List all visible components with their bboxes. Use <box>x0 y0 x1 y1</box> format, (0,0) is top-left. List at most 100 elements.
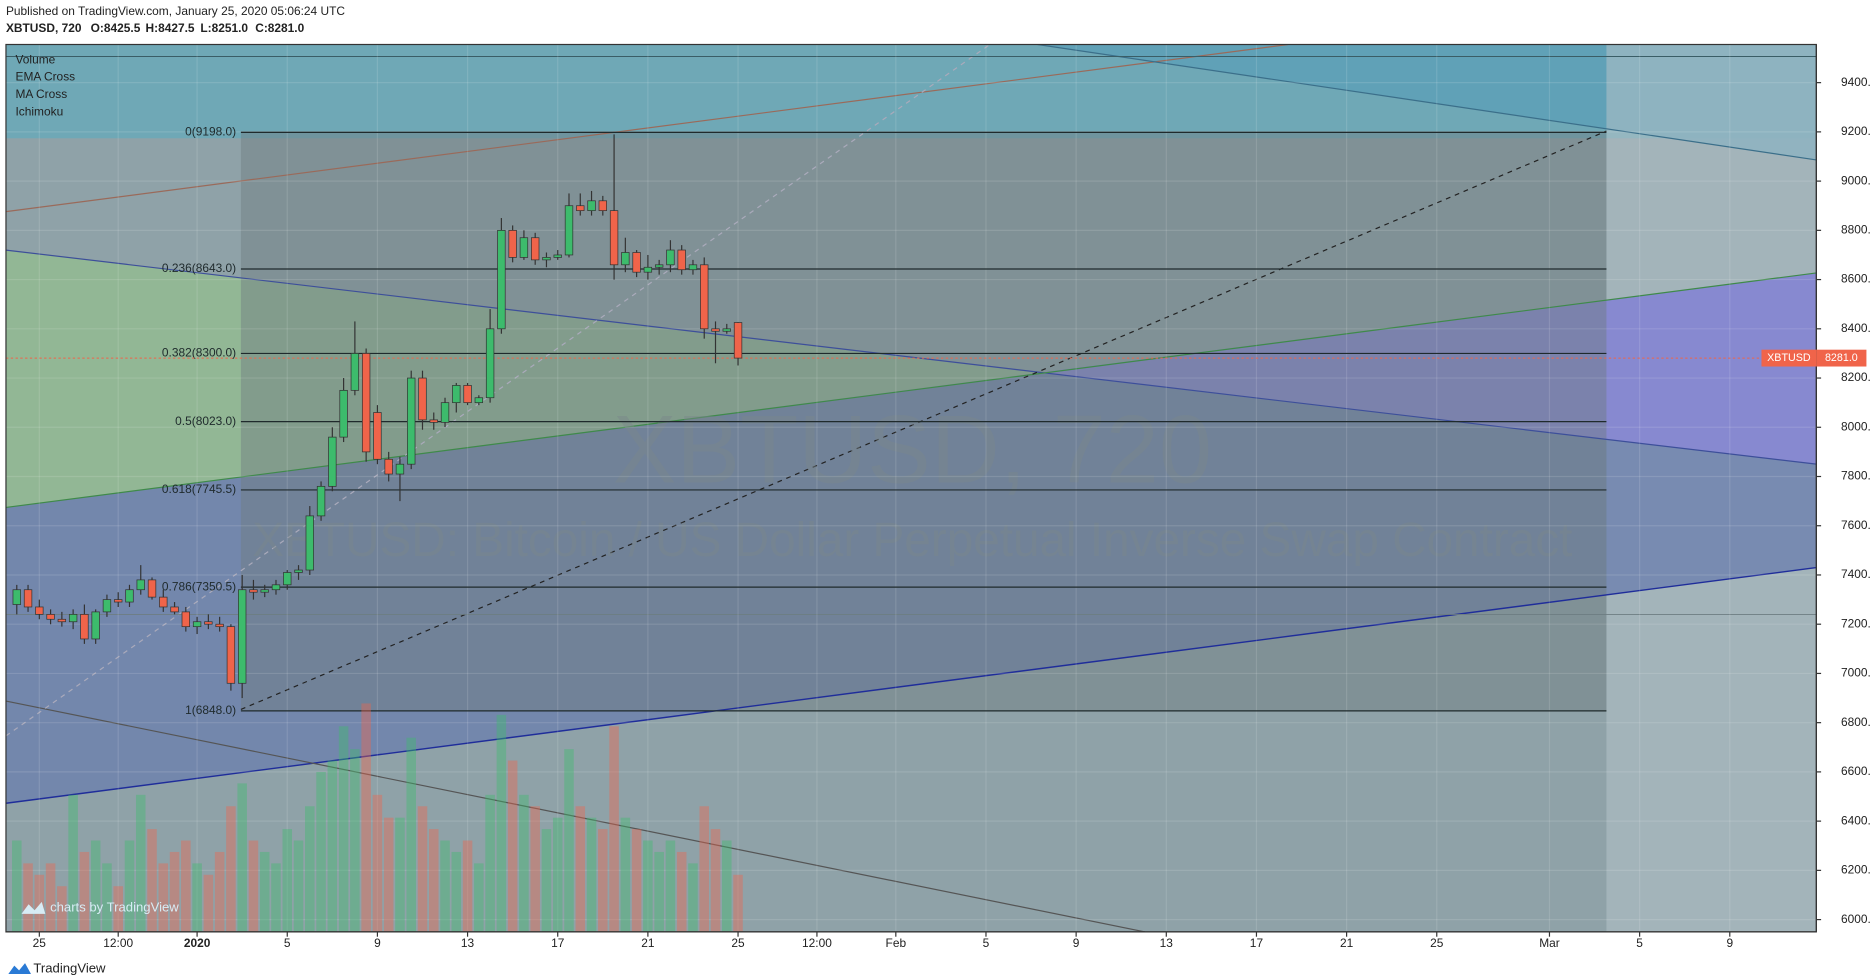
candle-body <box>238 589 247 684</box>
candle-body <box>91 611 100 640</box>
candle-body <box>542 257 551 261</box>
volume-bar <box>338 726 349 932</box>
fib-label: 0(9198.0) <box>185 124 236 138</box>
candle-body <box>654 264 664 268</box>
candle-body <box>407 377 416 465</box>
trend-line <box>5 700 1146 932</box>
purple-wedge <box>1037 272 1817 465</box>
volume-bar <box>428 829 439 932</box>
volume-bar <box>609 726 619 932</box>
volume-bar <box>631 829 642 932</box>
volume-bar <box>541 829 552 932</box>
candle-body <box>384 458 393 475</box>
fib-label: 0.786(7350.5) <box>162 579 236 593</box>
y-tick-label: 6000.0 <box>1841 912 1870 926</box>
volume-bar <box>23 863 33 932</box>
trend-line <box>1037 44 1817 161</box>
candle-body <box>283 572 292 586</box>
volume-bar <box>203 874 214 932</box>
x-tick-label: 5 <box>983 936 990 950</box>
y-tick-label: 7200.0 <box>1841 616 1870 630</box>
branding: TradingView <box>33 961 106 976</box>
candle-body <box>170 606 179 613</box>
volume-bar <box>451 851 462 932</box>
x-tick-label: 2020 <box>184 936 211 950</box>
volume-bar <box>57 886 67 932</box>
volume-bar <box>519 794 529 932</box>
candle-body <box>497 229 506 330</box>
volume-bar <box>620 817 631 932</box>
ohlc-value: O:8425.5 <box>91 21 141 35</box>
volume-bar <box>248 840 259 932</box>
volume-bar <box>643 840 653 932</box>
volume-bar <box>395 817 405 932</box>
y-tick-label: 8000.0 <box>1841 419 1870 433</box>
x-tick-label: Feb <box>886 936 907 950</box>
y-tick-label: 6200.0 <box>1841 862 1870 876</box>
x-tick-label: 13 <box>1160 936 1174 950</box>
candle-body <box>700 264 709 330</box>
x-tick-label: 21 <box>641 936 655 950</box>
candle-body <box>226 626 236 684</box>
candle-body <box>688 264 698 271</box>
x-tick-label: 17 <box>551 936 565 950</box>
x-tick-label: 5 <box>284 936 291 950</box>
candle-body <box>677 249 686 271</box>
volume-bar <box>79 851 90 932</box>
candle-body <box>305 515 314 571</box>
candle-body <box>418 377 427 421</box>
candle-body <box>271 584 281 591</box>
volume-bar <box>552 817 563 932</box>
y-tick-label: 8600.0 <box>1841 272 1870 286</box>
candle-body <box>294 569 303 573</box>
candle-body <box>136 579 145 591</box>
x-tick-label: 12:00 <box>103 936 133 950</box>
candle-body <box>474 397 484 404</box>
volume-bar <box>135 794 146 932</box>
volume-bar <box>575 806 586 932</box>
x-tick-label: 25 <box>1430 936 1444 950</box>
candle-body <box>508 229 517 258</box>
volume-bar <box>226 806 236 932</box>
volume-bar <box>237 783 247 932</box>
indicator-name: Ichimoku <box>16 105 64 119</box>
x-tick-label: 9 <box>374 936 381 950</box>
candle-body <box>440 402 450 423</box>
x-tick-label: 21 <box>1340 936 1354 950</box>
candle-body <box>181 611 191 628</box>
candle-body <box>463 385 472 404</box>
candle-body <box>12 589 21 605</box>
candle-body <box>159 596 168 608</box>
price-tag-value: 8281.0 <box>1825 352 1858 364</box>
volume-bar <box>259 851 270 932</box>
logo-small <box>21 901 46 914</box>
y-tick-label: 9400.0 <box>1841 75 1870 89</box>
green-wedge <box>5 250 1038 508</box>
y-tick-label: 7800.0 <box>1841 469 1870 483</box>
candle-body <box>643 266 653 273</box>
published-line: Published on TradingView.com, January 25… <box>6 4 345 18</box>
volume-bar <box>586 817 597 932</box>
logo <box>8 963 32 974</box>
volume-bar <box>12 840 22 932</box>
x-tick-label: Mar <box>1539 936 1560 950</box>
candle-body <box>260 589 269 593</box>
x-tick-label: 13 <box>461 936 475 950</box>
volume-bar <box>598 829 608 932</box>
candle-body <box>609 210 619 266</box>
volume-bar <box>169 851 180 932</box>
y-tick-label: 6600.0 <box>1841 764 1870 778</box>
candle-body <box>328 436 337 487</box>
candle-body <box>192 621 202 628</box>
volume-bar <box>90 840 101 932</box>
volume-bar <box>293 840 304 932</box>
candle-body <box>46 613 55 620</box>
y-tick-label: 8800.0 <box>1841 222 1870 236</box>
volume-bar <box>507 760 518 932</box>
volume-bar <box>271 863 281 932</box>
y-tick-label: 7400.0 <box>1841 567 1870 581</box>
candle-body <box>68 613 78 623</box>
fib-label: 0.618(7745.5) <box>162 482 236 496</box>
y-tick-label: 9200.0 <box>1841 124 1870 138</box>
